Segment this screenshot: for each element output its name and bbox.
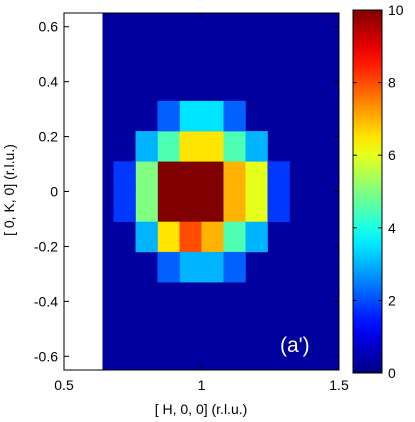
heatmap-cell	[201, 161, 224, 192]
heatmap-cell	[179, 131, 202, 162]
heatmap-cell	[157, 131, 180, 162]
heatmap-cell	[179, 161, 202, 192]
heatmap-cell	[157, 100, 180, 132]
heatmap-cell	[157, 221, 180, 253]
axes: 0.5 1 1.5 0.6 0.4 0.2 0 -0.2 -0.4 -0.6	[34, 12, 349, 393]
y-tick-label: -0.2	[34, 238, 58, 254]
heatmap-cell	[245, 221, 268, 253]
colorbar-gradient	[352, 9, 383, 374]
heatmap-cell	[157, 191, 180, 223]
y-tick-label: 0.6	[39, 19, 59, 35]
heatmap-cell	[179, 191, 202, 223]
heatmap-cell	[245, 131, 268, 162]
heatmap-cell	[223, 191, 246, 223]
heatmap-cell	[113, 191, 136, 223]
heatmap-cell	[223, 251, 246, 283]
heatmap-cell	[267, 161, 290, 192]
x-tick-label: 1	[198, 377, 206, 393]
heatmap-cell	[135, 191, 158, 223]
heatmap-cell	[179, 100, 202, 132]
y-axis-label: [ 0, K, 0] (r.l.u.)	[1, 144, 17, 236]
heatmap-cell	[245, 191, 268, 223]
panel-label: (a')	[280, 334, 310, 357]
y-tick-label: -0.6	[34, 348, 58, 364]
colorbar-tick-label: 6	[388, 147, 396, 163]
heatmap-cell	[201, 221, 224, 253]
colorbar-tick-label: 8	[388, 75, 396, 91]
heatmap-cell	[135, 221, 158, 253]
heatmap-cell	[223, 161, 246, 192]
heatmap-cell	[201, 100, 224, 132]
colorbar-tick-label: 0	[388, 365, 396, 381]
colorbar: 0 2 4 6 8 10	[352, 2, 404, 381]
colorbar-tick-label: 2	[388, 292, 396, 308]
heatmap-cell	[113, 161, 136, 192]
heatmap-cell	[157, 161, 180, 192]
heatmap-cell	[135, 161, 158, 192]
heatmap-cell	[179, 221, 202, 253]
heatmap-cell	[245, 161, 268, 192]
x-axis-label: [ H, 0, 0] (r.l.u.)	[155, 401, 248, 417]
heatmap-cell	[223, 131, 246, 162]
y-tick-label: 0.2	[39, 129, 59, 145]
x-tick-label: 0.5	[54, 377, 74, 393]
heatmap-cell	[267, 191, 290, 223]
heatmap-cell	[201, 191, 224, 223]
heatmap-cell	[135, 131, 158, 162]
heatmap-cell	[201, 251, 224, 283]
x-tick-label: 1.5	[329, 377, 349, 393]
y-tick-label: 0	[50, 184, 58, 200]
plot-area	[102, 13, 339, 370]
y-tick-label: 0.4	[39, 74, 59, 90]
colorbar-tick-label: 4	[388, 220, 396, 236]
colorbar-tick-label: 10	[388, 2, 404, 18]
heatmap-cell	[201, 131, 224, 162]
y-tick-label: -0.4	[34, 293, 58, 309]
heatmap-cell	[179, 251, 202, 283]
heatmap-cell	[157, 251, 180, 283]
heatmap-cell	[223, 221, 246, 253]
heatmap-cell	[223, 100, 246, 132]
